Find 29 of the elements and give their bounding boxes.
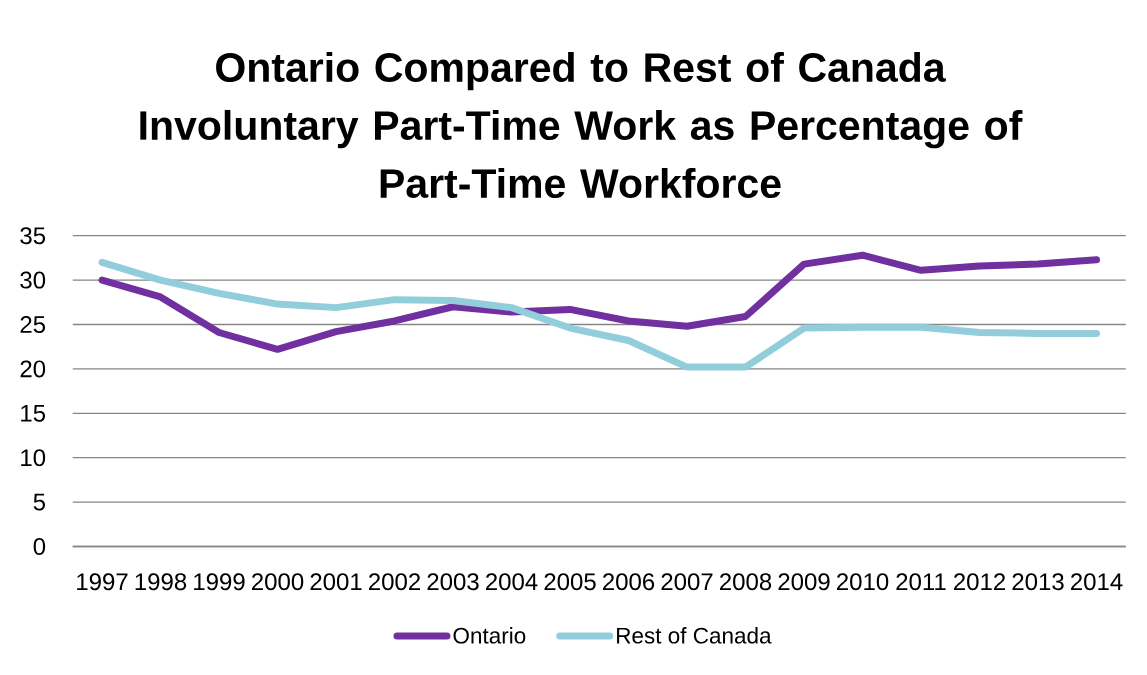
y-tick-label: 35: [20, 227, 46, 245]
x-tick-label: 2010: [837, 573, 889, 591]
x-tick-label: 2014: [1071, 573, 1123, 591]
x-tick-label: 2009: [778, 573, 830, 591]
x-tick-label: 2000: [252, 573, 304, 591]
x-tick-label: 2006: [603, 573, 655, 591]
x-tick-label: 2012: [954, 573, 1005, 591]
x-tick-label: 2003: [427, 573, 479, 591]
x-tick-label: 2007: [661, 573, 713, 591]
y-tick-label: 0: [33, 538, 46, 555]
x-tick-label: 1999: [194, 573, 245, 591]
y-tick-label: 20: [20, 360, 46, 378]
chart-title: Ontario Compared to Rest of Canada Involuntary Part-Time Work as Percentage of Part-Time Workforce: [140, 51, 1023, 199]
legend-label: Ontario: [453, 627, 526, 644]
x-tick-label: 2005: [544, 573, 596, 591]
x-tick-label: 2013: [1012, 573, 1064, 591]
x-tick-label: 2001: [310, 573, 362, 591]
x-tick-label: 2008: [720, 573, 772, 591]
y-tick-label: 25: [20, 315, 46, 333]
y-tick-label: 15: [21, 404, 46, 422]
x-tick-label: 2011: [896, 573, 946, 591]
y-tick-label: 30: [20, 271, 46, 289]
x-tick-label: 2002: [369, 573, 420, 591]
legend-label: Rest of Canada: [617, 627, 772, 644]
y-tick-label: 10: [21, 449, 46, 467]
y-tick-label: 5: [33, 493, 46, 511]
x-tick-label: 2004: [486, 573, 538, 591]
x-tick-label: 1998: [135, 573, 187, 591]
x-tick-label: 1997: [77, 573, 128, 591]
